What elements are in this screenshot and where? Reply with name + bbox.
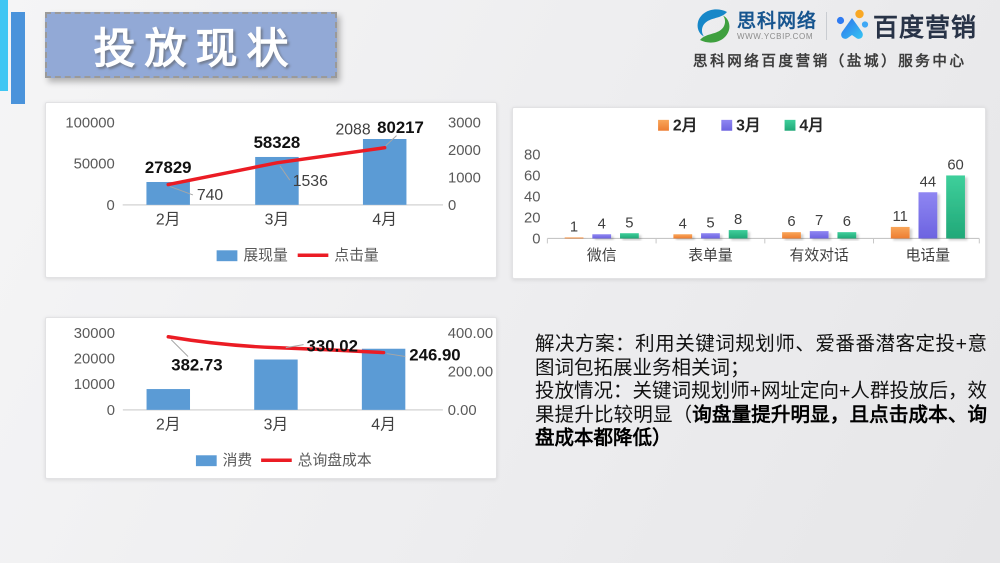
baidu-logo-name: 百度营销 (873, 14, 978, 42)
sciko-logo-icon (697, 9, 730, 43)
svg-text:5: 5 (706, 215, 714, 231)
solution-line2-suffix: ） (652, 427, 672, 449)
svg-text:246.90: 246.90 (409, 345, 460, 364)
svg-text:40: 40 (524, 189, 540, 205)
svg-text:382.73: 382.73 (171, 355, 222, 374)
svg-text:3000: 3000 (448, 116, 481, 132)
svg-text:80: 80 (524, 147, 540, 163)
svg-text:3月: 3月 (264, 417, 289, 434)
accent-bar-blue (11, 12, 25, 104)
baidu-marketing-icon (836, 9, 869, 39)
svg-text:5: 5 (625, 215, 633, 231)
svg-text:2月: 2月 (673, 117, 698, 135)
svg-text:3月: 3月 (265, 212, 290, 229)
svg-text:2000: 2000 (448, 143, 481, 159)
svg-text:740: 740 (197, 187, 224, 204)
svg-text:消费: 消费 (223, 452, 253, 469)
svg-text:表单量: 表单量 (688, 247, 733, 264)
svg-text:10000: 10000 (74, 377, 115, 393)
svg-text:20000: 20000 (74, 351, 115, 367)
svg-text:58328: 58328 (254, 133, 301, 152)
page-title: 投放现状 (93, 24, 298, 72)
sciko-logo-url: WWW.YCBIP.COM (737, 31, 814, 41)
header-logos: 思科网络 WWW.YCBIP.COM 百度营销 思科网络百度营销（盐城）服务中心 (693, 7, 993, 71)
cost-chart: 0 10000 20000 30000 0.00 200.00 400.00 2月 3月 4月 38… (74, 326, 493, 469)
solution-line1: 解决方案：利用关键词规划师、爱番番潜客定投+意图词包拓展业务相关词； (535, 333, 987, 379)
svg-text:4月: 4月 (799, 117, 824, 135)
svg-text:2月: 2月 (156, 417, 181, 434)
solution-line2-bold: 询盘量提升明显，且点击成本、询盘成本都降低 (535, 403, 987, 450)
svg-text:2088: 2088 (335, 122, 370, 139)
svg-text:0.00: 0.00 (448, 403, 477, 419)
sciko-logo-name: 思科网络 (737, 10, 818, 32)
svg-text:1536: 1536 (293, 173, 328, 190)
svg-text:60: 60 (524, 168, 540, 184)
accent-bar-cyan (0, 0, 8, 91)
svg-text:30000: 30000 (74, 326, 115, 342)
impressions-clicks-chart: 0 50000 100000 0 1000 2000 3000 2月 27829 3月 58328 4… (65, 116, 481, 264)
solution-line2-prefix: 投放情况：关键词规划师+网址定向+人群投放后，效果提升比较明显（ (535, 380, 987, 426)
svg-text:27829: 27829 (145, 158, 192, 177)
chart-card-channel-leads: 2月 3月 4月 0 20 40 60 80 微信 1 4 5 表单量 4 5 8 有效对话 6 7 6 电话量 11 44… (512, 107, 986, 279)
logo-divider (826, 12, 828, 40)
svg-text:6: 6 (843, 214, 851, 230)
svg-text:0: 0 (107, 403, 115, 419)
svg-text:微信: 微信 (587, 247, 617, 264)
svg-text:0: 0 (448, 198, 456, 214)
svg-text:60: 60 (947, 158, 963, 174)
svg-text:3月: 3月 (736, 117, 761, 135)
title-box: 投放现状 (45, 12, 337, 78)
svg-text:总询盘成本: 总询盘成本 (298, 451, 372, 469)
solution-text: 解决方案：利用关键词规划师、爱番番潜客定投+意图词包拓展业务相关词； 投放情况：… (535, 333, 987, 451)
svg-text:80217: 80217 (377, 118, 424, 137)
svg-text:400.00: 400.00 (448, 326, 493, 342)
svg-text:6: 6 (787, 214, 795, 230)
svg-text:8: 8 (734, 212, 742, 228)
svg-text:50000: 50000 (74, 157, 115, 173)
svg-text:44: 44 (920, 174, 936, 190)
svg-text:4月: 4月 (372, 212, 397, 229)
svg-text:2月: 2月 (156, 212, 181, 229)
svg-text:20: 20 (524, 210, 540, 226)
svg-text:电话量: 电话量 (906, 247, 951, 264)
chart-card-impressions-clicks: 0 50000 100000 0 1000 2000 3000 2月 27829 3月 58328 4… (45, 102, 497, 278)
svg-text:100000: 100000 (65, 116, 114, 132)
svg-text:200.00: 200.00 (448, 364, 493, 380)
svg-text:有效对话: 有效对话 (790, 247, 849, 264)
svg-text:11: 11 (893, 209, 908, 225)
svg-text:0: 0 (532, 231, 540, 247)
svg-text:7: 7 (815, 213, 823, 229)
svg-text:4月: 4月 (371, 417, 396, 434)
svg-text:0: 0 (107, 198, 115, 214)
svg-text:4: 4 (598, 216, 606, 232)
svg-text:展现量: 展现量 (243, 248, 288, 264)
svg-text:点击量: 点击量 (334, 247, 379, 264)
header-subtitle: 思科网络百度营销（盐城）服务中心 (693, 54, 967, 70)
svg-text:330.02: 330.02 (307, 337, 358, 356)
svg-text:4: 4 (679, 216, 687, 232)
chart-card-cost: 0 10000 20000 30000 0.00 200.00 400.00 2月 3月 4月 38… (45, 317, 497, 479)
svg-text:1000: 1000 (448, 170, 481, 186)
svg-text:1: 1 (570, 219, 578, 235)
